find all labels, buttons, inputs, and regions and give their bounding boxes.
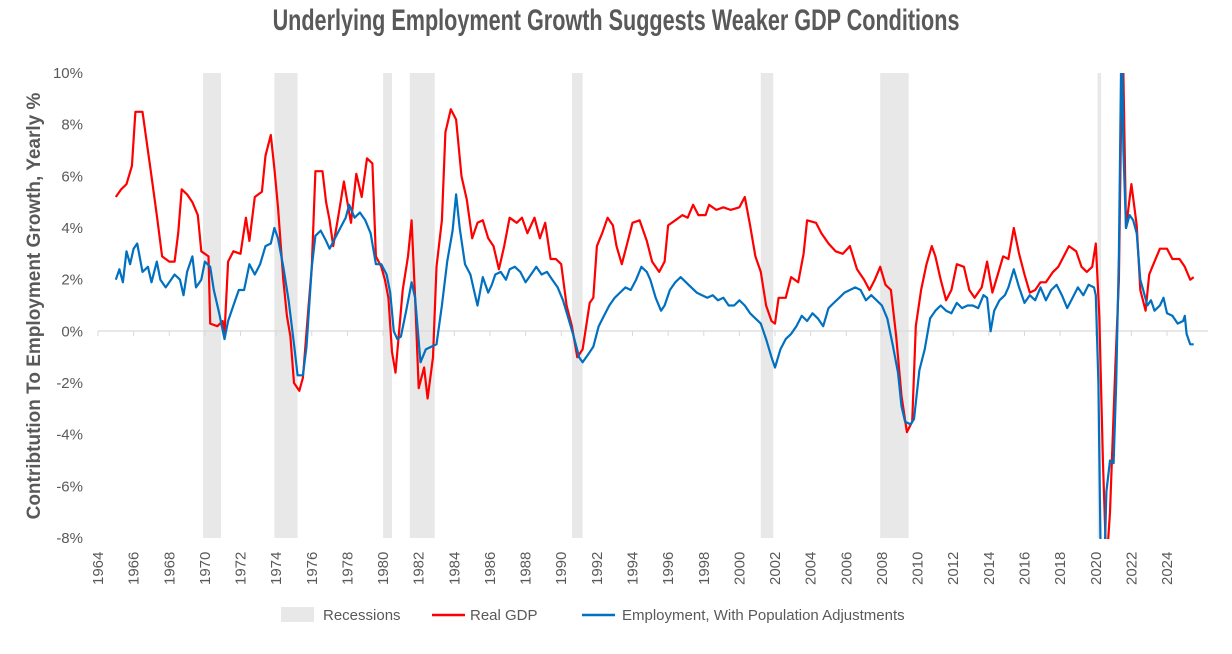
recession-band (571, 73, 583, 538)
legend: Recessions Real GDP Employment, With Pop… (281, 607, 905, 624)
x-tick-label: 2008 (874, 552, 891, 585)
x-tick-label: 2024 (1159, 552, 1176, 585)
x-tick-label: 1994 (625, 552, 642, 585)
y-tick-label: 8% (61, 117, 83, 134)
x-tick-label: 1980 (375, 552, 392, 585)
x-tick-label: 2000 (731, 552, 748, 585)
x-tick-label: 1992 (589, 552, 606, 585)
x-tick-label: 1974 (268, 552, 285, 585)
x-tick-label: 1972 (233, 552, 250, 585)
employment-line (114, 73, 1194, 539)
x-tick-label: 2010 (910, 552, 927, 585)
x-tick-label: 2012 (945, 552, 962, 585)
x-tick-label: 1968 (161, 552, 178, 585)
legend-label-employment: Employment, With Population Adjustments (622, 607, 905, 624)
x-tick-label: 2018 (1052, 552, 1069, 585)
x-tick-label: 2014 (981, 552, 998, 585)
y-tick-label: 6% (61, 168, 83, 185)
y-tick-label: -6% (56, 478, 83, 495)
legend-label-recessions: Recessions (323, 607, 401, 624)
y-tick-label: -4% (56, 427, 83, 444)
x-tick-label: 1988 (518, 552, 535, 585)
recession-band (383, 73, 392, 538)
x-tick-label: 2002 (767, 552, 784, 585)
x-tick-label: 1966 (126, 552, 143, 585)
legend-label-gdp: Real GDP (470, 607, 538, 624)
x-tick-label: 1984 (446, 552, 463, 585)
x-axis: 1964 1966 1968 1970 1972 1974 1976 1978 1980 1982… (90, 331, 1176, 585)
chart-title-text: Underlying Employment Growth Suggests We… (272, 4, 960, 37)
y-axis-label: Contribtution To Employment Growth, Year… (24, 92, 45, 519)
x-tick-label: 2016 (1016, 552, 1033, 585)
x-tick-label: 1976 (304, 552, 321, 585)
x-tick-label: 1982 (411, 552, 428, 585)
legend-swatch-recessions (281, 607, 314, 622)
x-tick-label: 1978 (339, 552, 356, 585)
x-tick-label: 1998 (696, 552, 713, 585)
x-tick-label: 1964 (90, 552, 107, 585)
y-tick-label: -8% (56, 530, 83, 547)
x-tick-label: 1990 (553, 552, 570, 585)
y-tick-label: 4% (61, 220, 83, 237)
x-tick-label: 1996 (660, 552, 677, 585)
y-tick-label: -2% (56, 375, 83, 392)
y-tick-label: 2% (61, 272, 83, 289)
x-tick-label: 2022 (1123, 552, 1140, 585)
chart-title: Underlying Employment Growth Suggests We… (0, 4, 1232, 38)
recession-band (203, 73, 221, 538)
y-axis: -8% -6% -4% -2% 0% 2% 4% 6% 8% 10% (53, 65, 83, 547)
gdp-line (114, 73, 1195, 539)
series-lines (114, 73, 1195, 539)
recession-band (880, 73, 909, 538)
x-tick-label: 2006 (838, 552, 855, 585)
x-tick-label: 1986 (482, 552, 499, 585)
x-tick-label: 2004 (803, 552, 820, 585)
y-tick-label: 0% (61, 323, 83, 340)
x-tick-label: 1970 (197, 552, 214, 585)
recession-band (409, 73, 435, 538)
y-tick-label: 10% (53, 65, 83, 82)
x-tick-label: 2020 (1088, 552, 1105, 585)
